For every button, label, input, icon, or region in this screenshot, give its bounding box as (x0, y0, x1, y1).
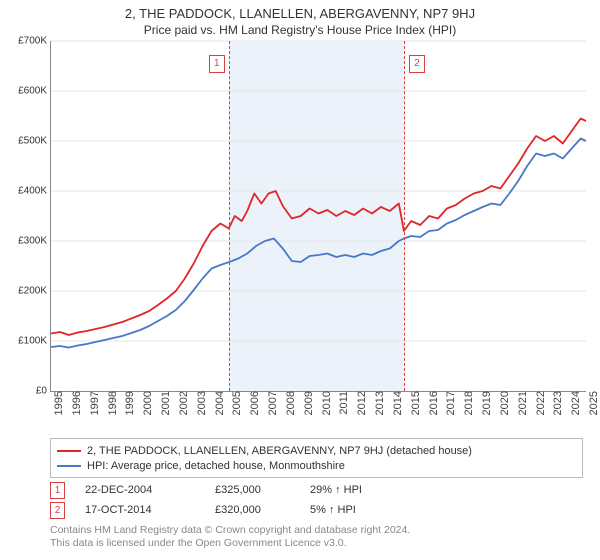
x-tick-label: 2001 (158, 391, 172, 415)
y-tick-label: £300K (18, 236, 47, 247)
x-tick-label: 2020 (497, 391, 511, 415)
y-tick-label: £0 (36, 386, 47, 397)
x-tick-label: 2023 (550, 391, 564, 415)
event-marker-badge: 2 (409, 55, 425, 73)
x-tick-label: 2006 (247, 391, 261, 415)
x-tick-label: 2005 (229, 391, 243, 415)
y-tick-label: £400K (18, 186, 47, 197)
x-tick-label: 2007 (265, 391, 279, 415)
x-tick-label: 2025 (586, 391, 600, 415)
y-tick-label: £500K (18, 136, 47, 147)
legend-label-series1: 2, THE PADDOCK, LLANELLEN, ABERGAVENNY, … (87, 445, 472, 457)
y-tick-label: £200K (18, 286, 47, 297)
y-tick-label: £700K (18, 36, 47, 47)
y-tick-label: £100K (18, 336, 47, 347)
x-tick-label: 2016 (426, 391, 440, 415)
x-tick-label: 2002 (176, 391, 190, 415)
x-tick-label: 2011 (336, 391, 350, 415)
legend-row-series2: HPI: Average price, detached house, Monm… (57, 458, 576, 473)
x-tick-label: 2017 (443, 391, 457, 415)
event-date-2: 17-OCT-2014 (85, 504, 215, 516)
x-tick-label: 2013 (372, 391, 386, 415)
events-table: 1 22-DEC-2004 £325,000 29% ↑ HPI 2 17-OC… (50, 480, 575, 520)
legend: 2, THE PADDOCK, LLANELLEN, ABERGAVENNY, … (50, 438, 583, 478)
x-tick-label: 2000 (140, 391, 154, 415)
x-tick-label: 2015 (408, 391, 422, 415)
event-row-1: 1 22-DEC-2004 £325,000 29% ↑ HPI (50, 480, 575, 500)
x-tick-label: 2019 (479, 391, 493, 415)
series-line-1 (51, 119, 586, 336)
x-tick-label: 2010 (319, 391, 333, 415)
chart-title: 2, THE PADDOCK, LLANELLEN, ABERGAVENNY, … (0, 0, 600, 21)
plot-svg (51, 41, 586, 391)
event-pct-1: 29% ↑ HPI (310, 484, 420, 496)
x-tick-label: 2003 (194, 391, 208, 415)
event-pct-2: 5% ↑ HPI (310, 504, 420, 516)
copyright: Contains HM Land Registry data © Crown c… (50, 524, 575, 550)
x-tick-label: 2004 (212, 391, 226, 415)
x-tick-label: 2008 (283, 391, 297, 415)
event-date-1: 22-DEC-2004 (85, 484, 215, 496)
series-line-2 (51, 139, 586, 348)
x-tick-label: 2012 (354, 391, 368, 415)
x-tick-label: 1997 (87, 391, 101, 415)
x-tick-label: 1996 (69, 391, 83, 415)
legend-row-series1: 2, THE PADDOCK, LLANELLEN, ABERGAVENNY, … (57, 443, 576, 458)
event-line (229, 41, 230, 391)
x-tick-label: 2021 (515, 391, 529, 415)
copyright-line2: This data is licensed under the Open Gov… (50, 537, 575, 550)
event-row-2: 2 17-OCT-2014 £320,000 5% ↑ HPI (50, 500, 575, 520)
x-tick-label: 2024 (568, 391, 582, 415)
copyright-line1: Contains HM Land Registry data © Crown c… (50, 524, 575, 537)
legend-swatch-series1 (57, 450, 81, 452)
y-tick-label: £600K (18, 86, 47, 97)
chart-container: 2, THE PADDOCK, LLANELLEN, ABERGAVENNY, … (0, 0, 600, 560)
event-badge-2: 2 (50, 502, 65, 519)
x-tick-label: 2009 (301, 391, 315, 415)
chart-subtitle: Price paid vs. HM Land Registry's House … (0, 21, 600, 41)
x-tick-label: 1995 (51, 391, 65, 415)
event-price-2: £320,000 (215, 504, 310, 516)
x-tick-label: 2022 (533, 391, 547, 415)
x-tick-label: 1998 (105, 391, 119, 415)
x-tick-label: 1999 (122, 391, 136, 415)
event-badge-1: 1 (50, 482, 65, 499)
legend-label-series2: HPI: Average price, detached house, Monm… (87, 460, 345, 472)
plot-area: £0£100K£200K£300K£400K£500K£600K£700K199… (50, 41, 586, 392)
event-marker-badge: 1 (209, 55, 225, 73)
legend-swatch-series2 (57, 465, 81, 467)
event-line (404, 41, 405, 391)
x-tick-label: 2014 (390, 391, 404, 415)
event-price-1: £325,000 (215, 484, 310, 496)
x-tick-label: 2018 (461, 391, 475, 415)
